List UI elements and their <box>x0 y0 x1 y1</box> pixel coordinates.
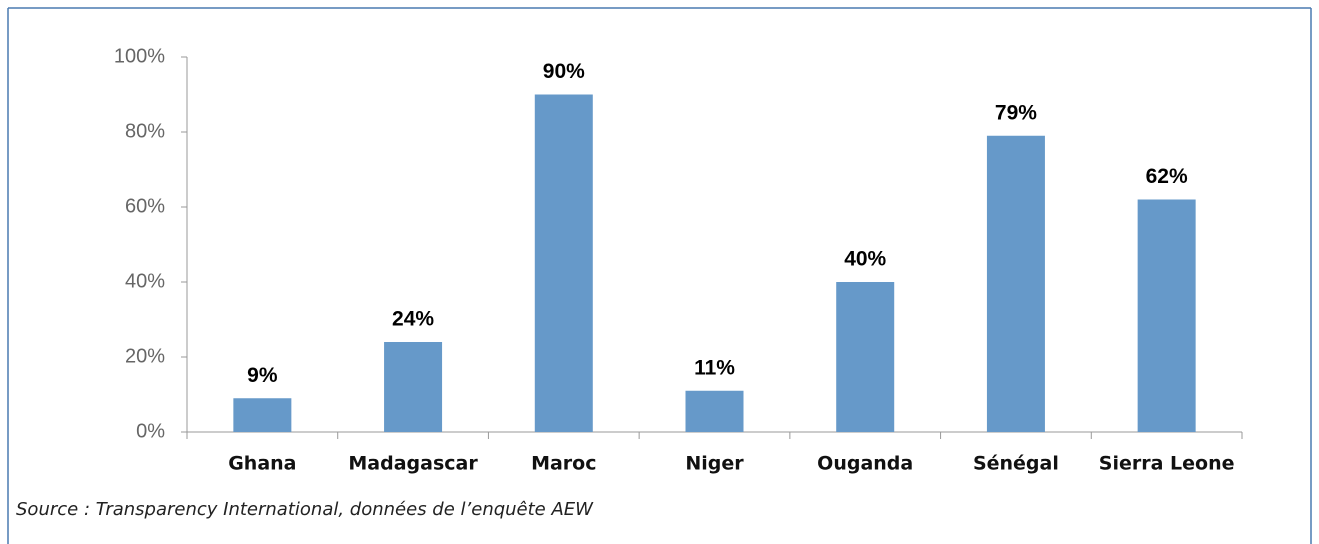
y-tick-label: 20% <box>125 345 165 367</box>
bar <box>836 282 895 432</box>
x-tick-label: Sierra Leone <box>1099 453 1235 475</box>
value-label: 24% <box>392 308 434 331</box>
y-tick-label: 40% <box>125 270 165 292</box>
y-tick-label: 100% <box>114 45 165 67</box>
source-note: Source : Transparency International, don… <box>16 499 594 520</box>
bar <box>233 398 292 432</box>
y-tick-label: 0% <box>136 420 165 442</box>
x-tick-label: Maroc <box>531 453 596 475</box>
y-tick-label: 60% <box>125 195 165 217</box>
bar <box>685 390 744 432</box>
bar <box>1137 199 1196 432</box>
x-tick-label: Sénégal <box>973 453 1059 475</box>
value-label: 90% <box>543 60 585 83</box>
value-label: 62% <box>1146 165 1188 188</box>
value-label: 40% <box>844 248 886 271</box>
bar <box>534 94 593 432</box>
x-tick-label: Ghana <box>228 453 296 475</box>
value-label: 9% <box>247 364 278 387</box>
x-tick-label: Niger <box>685 453 744 475</box>
bar <box>986 135 1045 432</box>
x-tick-label: Ouganda <box>817 453 913 475</box>
value-label: 11% <box>694 356 735 379</box>
value-label: 79% <box>995 101 1037 124</box>
x-tick-label: Madagascar <box>348 453 478 475</box>
y-tick-label: 80% <box>125 120 165 142</box>
bar <box>384 342 443 432</box>
